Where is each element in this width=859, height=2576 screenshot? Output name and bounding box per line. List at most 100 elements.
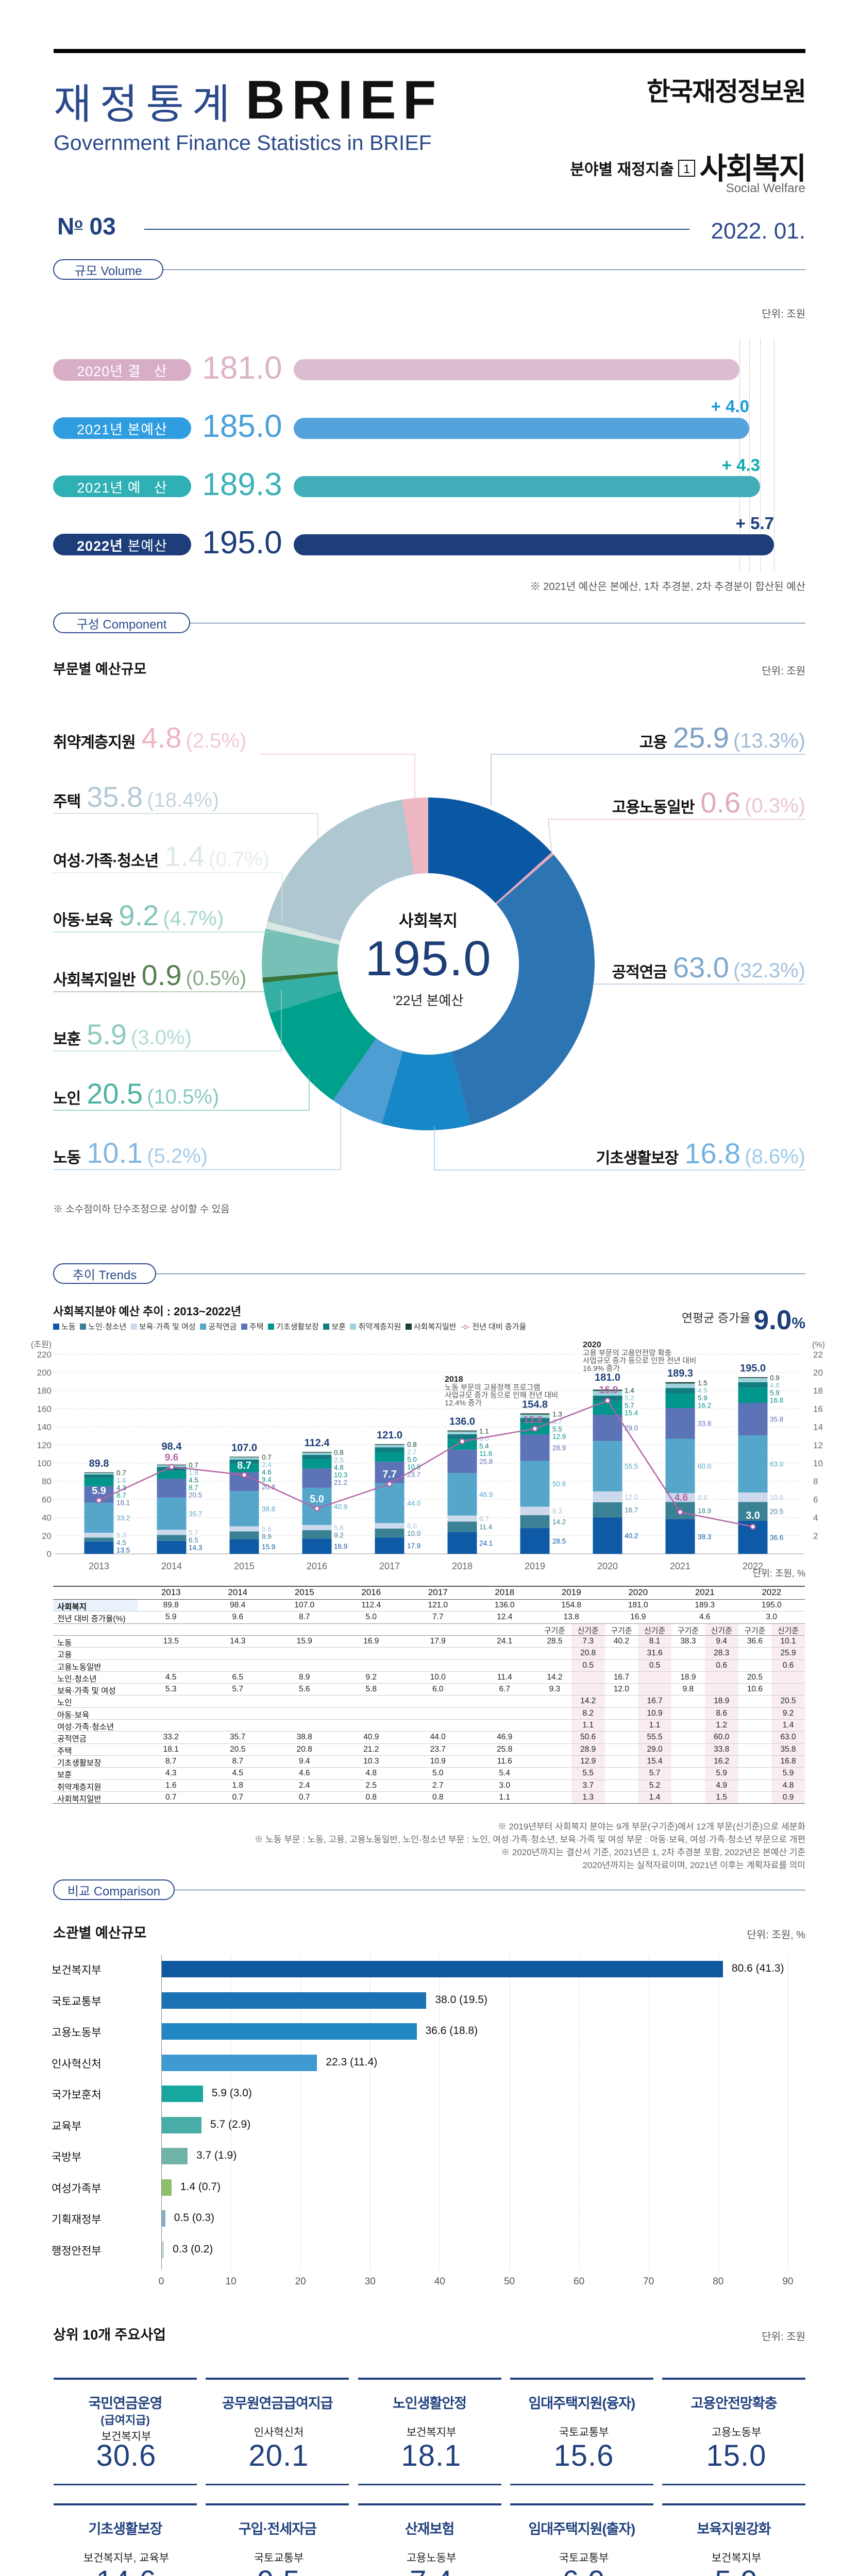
svg-text:5.7: 5.7	[625, 1402, 634, 1410]
svg-text:4.8: 4.8	[334, 1464, 344, 1471]
svg-text:16.9: 16.9	[334, 1543, 347, 1550]
svg-text:12.4% 증가: 12.4% 증가	[445, 1399, 482, 1408]
svg-text:14.2: 14.2	[552, 1518, 566, 1526]
svg-text:15.9: 15.9	[262, 1543, 275, 1551]
svg-text:100: 100	[37, 1459, 52, 1468]
svg-text:44.0: 44.0	[407, 1500, 420, 1507]
svg-text:38.8: 38.8	[262, 1505, 275, 1513]
svg-text:33.8: 33.8	[698, 1420, 711, 1428]
svg-text:24.1: 24.1	[479, 1539, 493, 1547]
svg-text:12.0: 12.0	[625, 1493, 638, 1501]
svg-text:38.3: 38.3	[698, 1533, 711, 1540]
svg-text:9.2: 9.2	[334, 1532, 344, 1539]
svg-text:220: 220	[37, 1350, 52, 1360]
svg-text:5.3: 5.3	[116, 1532, 126, 1539]
svg-text:1.6: 1.6	[116, 1477, 126, 1484]
svg-text:40.9: 40.9	[334, 1503, 347, 1511]
svg-text:25.8: 25.8	[479, 1458, 493, 1466]
svg-text:8.7: 8.7	[189, 1484, 198, 1492]
svg-text:21.2: 21.2	[334, 1479, 347, 1486]
svg-text:189.3: 189.3	[667, 1368, 693, 1379]
svg-text:16.8: 16.8	[770, 1396, 783, 1404]
svg-text:6.5: 6.5	[189, 1536, 198, 1544]
svg-text:17.9: 17.9	[407, 1542, 420, 1550]
svg-text:180: 180	[37, 1386, 52, 1396]
svg-text:5.9: 5.9	[92, 1485, 106, 1497]
svg-text:5.9: 5.9	[770, 1389, 780, 1397]
svg-text:98.4: 98.4	[162, 1441, 182, 1452]
svg-text:4.6: 4.6	[675, 1493, 688, 1503]
svg-text:2018: 2018	[452, 1561, 473, 1571]
svg-text:40.2: 40.2	[625, 1532, 638, 1540]
svg-text:0.9: 0.9	[770, 1374, 780, 1382]
svg-text:10: 10	[813, 1459, 823, 1468]
svg-text:2020: 2020	[583, 1341, 601, 1349]
svg-text:36.6: 36.6	[770, 1534, 783, 1541]
svg-text:4.8: 4.8	[770, 1381, 780, 1389]
svg-text:112.4: 112.4	[305, 1437, 330, 1449]
svg-text:9.3: 9.3	[552, 1507, 562, 1515]
svg-text:18.9: 18.9	[698, 1507, 711, 1515]
svg-text:140: 140	[37, 1422, 52, 1432]
svg-text:10.0: 10.0	[407, 1530, 420, 1537]
svg-text:9.6: 9.6	[165, 1452, 178, 1463]
svg-text:0.8: 0.8	[407, 1441, 417, 1449]
svg-text:16.9: 16.9	[599, 1385, 618, 1396]
svg-text:9.4: 9.4	[262, 1476, 272, 1484]
svg-text:2013: 2013	[89, 1561, 109, 1571]
svg-text:107.0: 107.0	[231, 1443, 257, 1454]
svg-text:5.2: 5.2	[625, 1394, 634, 1402]
svg-text:16.7: 16.7	[625, 1506, 638, 1514]
svg-text:4.9: 4.9	[698, 1387, 708, 1395]
svg-text:4.3: 4.3	[116, 1484, 126, 1492]
svg-text:7.7: 7.7	[382, 1469, 397, 1480]
svg-text:(조원): (조원)	[31, 1340, 52, 1349]
svg-text:2014: 2014	[161, 1561, 182, 1571]
svg-text:154.8: 154.8	[522, 1399, 548, 1410]
svg-text:8: 8	[813, 1477, 818, 1486]
svg-text:16: 16	[813, 1404, 823, 1414]
svg-text:28.5: 28.5	[552, 1537, 566, 1545]
svg-text:18.1: 18.1	[116, 1499, 130, 1506]
svg-text:4.6: 4.6	[262, 1468, 272, 1476]
svg-text:15.4: 15.4	[625, 1409, 638, 1417]
svg-text:2016: 2016	[307, 1561, 327, 1571]
svg-text:20.5: 20.5	[189, 1491, 202, 1499]
svg-text:8.7: 8.7	[116, 1492, 126, 1499]
svg-text:2018: 2018	[445, 1375, 463, 1384]
svg-text:33.2: 33.2	[116, 1514, 130, 1522]
svg-text:46.9: 46.9	[479, 1491, 493, 1499]
svg-text:22: 22	[813, 1350, 823, 1360]
svg-text:2020: 2020	[597, 1561, 618, 1571]
svg-text:고용 부문의 고용안전망 확충: 고용 부문의 고용안전망 확충	[583, 1349, 671, 1358]
svg-text:4.5: 4.5	[189, 1476, 198, 1484]
svg-text:16.2: 16.2	[698, 1402, 711, 1410]
svg-text:5.0: 5.0	[407, 1456, 417, 1464]
svg-text:12: 12	[813, 1440, 823, 1450]
svg-text:4.5: 4.5	[116, 1539, 126, 1547]
svg-text:노동 부문의 고용정책 프로그램: 노동 부문의 고용정책 프로그램	[445, 1383, 541, 1392]
svg-text:14.3: 14.3	[189, 1544, 202, 1551]
svg-text:1.4: 1.4	[625, 1387, 634, 1395]
svg-text:8.9: 8.9	[262, 1533, 272, 1540]
svg-text:11.6: 11.6	[479, 1450, 492, 1458]
svg-text:0.7: 0.7	[116, 1469, 126, 1477]
svg-text:40: 40	[42, 1513, 52, 1523]
svg-text:1.5: 1.5	[698, 1379, 708, 1387]
svg-text:195.0: 195.0	[740, 1363, 766, 1374]
svg-text:11.4: 11.4	[479, 1523, 493, 1531]
svg-text:2017: 2017	[379, 1561, 400, 1571]
svg-text:5.5: 5.5	[552, 1426, 562, 1433]
svg-text:10.3: 10.3	[334, 1471, 347, 1479]
svg-text:2019: 2019	[525, 1561, 545, 1571]
svg-text:6.7: 6.7	[479, 1515, 489, 1523]
svg-text:10.9: 10.9	[407, 1463, 420, 1471]
svg-text:3.0: 3.0	[746, 1510, 760, 1521]
svg-text:5.7: 5.7	[189, 1529, 198, 1536]
svg-text:(%): (%)	[812, 1341, 825, 1349]
svg-text:0.7: 0.7	[262, 1453, 272, 1461]
svg-text:2: 2	[813, 1531, 818, 1541]
svg-text:사업규모 증가 등으로 인한 전년 대비: 사업규모 증가 등으로 인한 전년 대비	[583, 1357, 696, 1365]
svg-text:2022: 2022	[743, 1561, 763, 1571]
svg-text:8.7: 8.7	[237, 1460, 251, 1471]
